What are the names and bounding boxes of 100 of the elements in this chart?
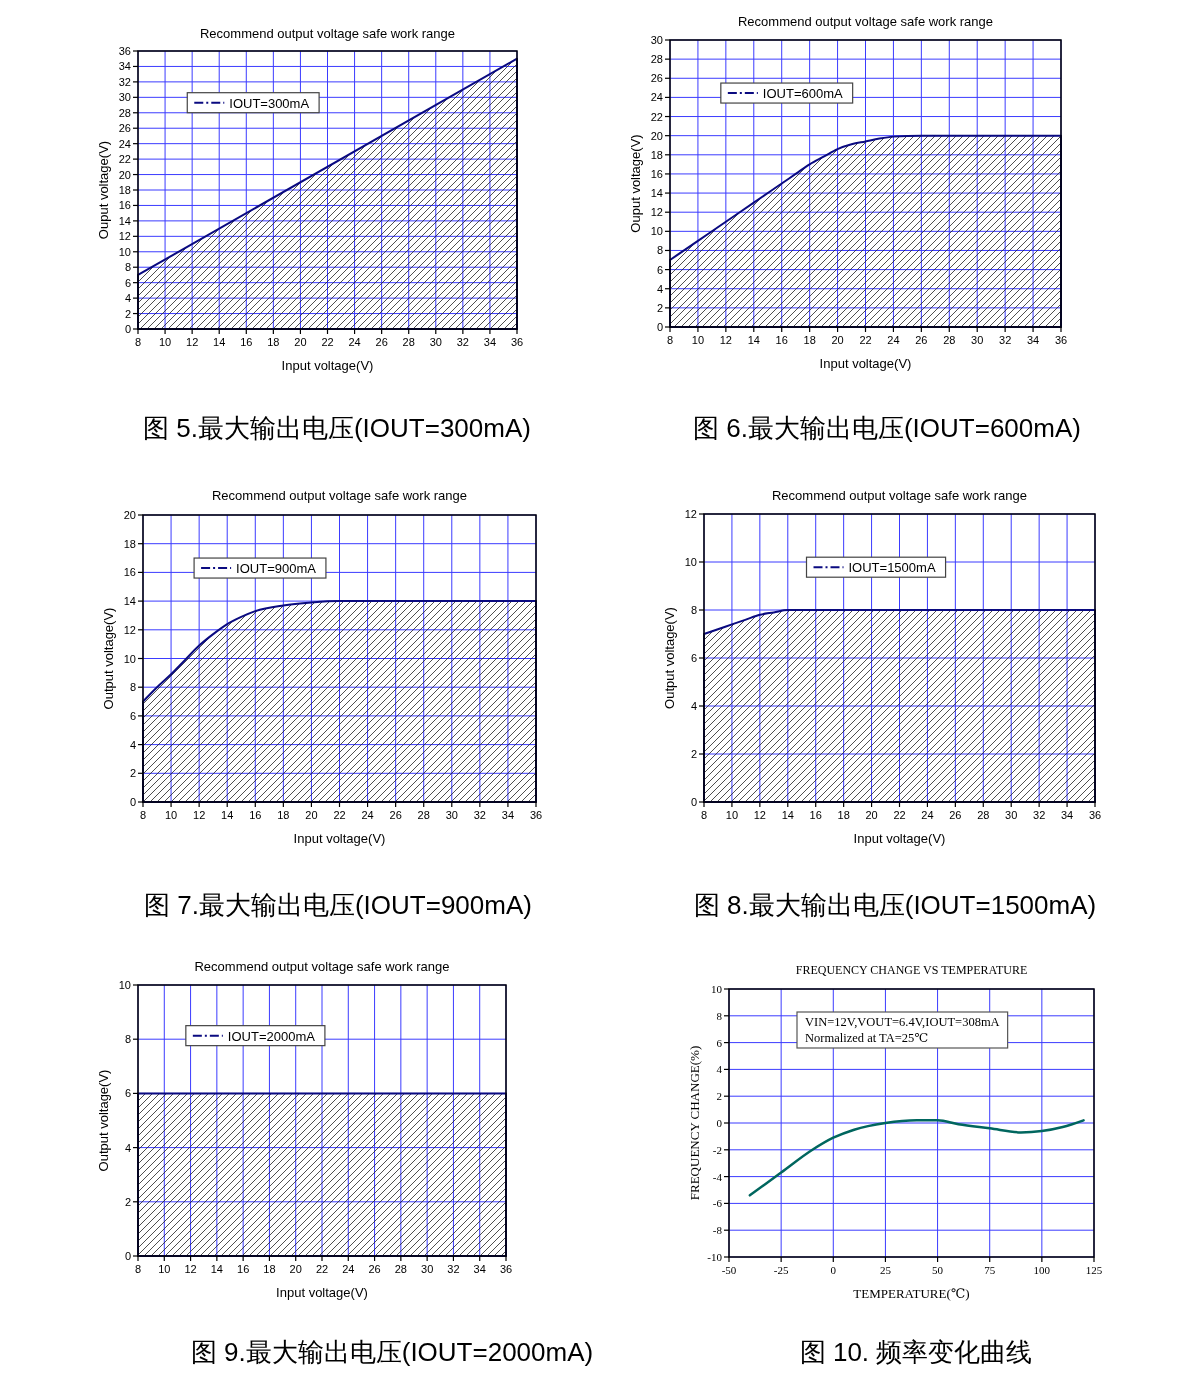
y-tick-label: 10 — [650, 225, 663, 238]
y-tick-label: 0 — [129, 796, 136, 808]
y-tick-label: 22 — [118, 153, 131, 166]
x-tick-label: 30 — [971, 334, 984, 346]
x-tick-label: 26 — [389, 809, 402, 821]
y-tick-label: 4 — [129, 738, 136, 751]
x-tick-label: 24 — [342, 1263, 355, 1275]
x-tick-label: 16 — [249, 809, 262, 821]
x-tick-label: 30 — [429, 336, 442, 348]
x-tick-label: 28 — [417, 809, 430, 821]
y-tick-label: 6 — [656, 263, 663, 276]
y-tick-label: 10 — [118, 245, 131, 258]
text: IOUT=600mA — [762, 85, 843, 101]
y-tick-label: 2 — [124, 307, 131, 320]
x-tick-label: 18 — [277, 809, 290, 821]
y-tick-label: 4 — [716, 1063, 723, 1076]
x-tick-label: 32 — [1033, 809, 1046, 821]
x-tick-label: 26 — [375, 336, 388, 348]
x-tick-label: 24 — [921, 809, 934, 821]
text: IOUT=900mA — [236, 560, 317, 576]
x-tick-label: 25 — [879, 1264, 892, 1276]
y-tick-label: 4 — [690, 700, 697, 712]
y-tick-label: 10 — [118, 979, 131, 991]
x-tick-label: 26 — [915, 334, 928, 346]
caption: 图 9.最大输出电压(IOUT=2000mA) — [190, 1337, 594, 1367]
y-tick-label: 2 — [129, 767, 136, 780]
x-tick-label: 28 — [394, 1263, 407, 1275]
x-tick-label: 14 — [747, 334, 760, 346]
x-axis-title: Input voltage(V) — [281, 357, 374, 373]
x-tick-label: 30 — [1005, 809, 1018, 821]
y-tick-label: 6 — [129, 709, 136, 722]
x-axis-title: TEMPERATURE(℃) — [853, 1285, 970, 1301]
annotation: VIN=12V,VOUT=6.4V,IOUT=308mA — [805, 1015, 1000, 1029]
x-tick-label: 12 — [184, 1263, 197, 1275]
x-tick-label: 12 — [186, 336, 199, 348]
y-tick-label: 6 — [690, 652, 697, 664]
y-tick-label: -2 — [712, 1143, 722, 1156]
x-tick-label: 26 — [368, 1263, 381, 1275]
y-tick-label: 2 — [716, 1090, 722, 1103]
y-tick-label: 28 — [118, 106, 131, 119]
x-tick-label: 24 — [887, 334, 900, 346]
y-tick-label: 30 — [650, 34, 663, 46]
x-tick-label: 100 — [1033, 1264, 1051, 1276]
y-tick-label: 2 — [124, 1195, 131, 1208]
y-tick-label: -10 — [707, 1251, 723, 1263]
x-tick-label: 18 — [803, 334, 816, 346]
text: IOUT=1500mA — [848, 559, 936, 575]
y-tick-label: 10 — [711, 983, 723, 995]
line-series — [748, 1119, 1085, 1197]
x-tick-label: 36 — [510, 336, 524, 348]
x-tick-label: 24 — [361, 809, 374, 821]
y-tick-label: 8 — [690, 604, 697, 616]
y-tick-label: 2 — [656, 301, 663, 314]
x-tick-label: 14 — [213, 336, 226, 348]
caption: 图 10. 频率变化曲线 — [799, 1337, 1033, 1367]
x-tick-label: 8 — [700, 809, 708, 821]
y-tick-label: 34 — [118, 60, 131, 73]
x-axis-title: Input voltage(V) — [293, 830, 386, 846]
x-tick-label: 22 — [859, 334, 872, 346]
y-tick-label: 8 — [716, 1009, 723, 1022]
y-tick-label: 18 — [123, 537, 136, 550]
x-tick-label: 8 — [666, 334, 674, 346]
x-tick-label: 14 — [210, 1263, 223, 1275]
annotation: Normalized at TA=25℃ — [805, 1031, 929, 1045]
x-axis-title: Input voltage(V) — [819, 355, 912, 371]
y-tick-label: 20 — [650, 129, 663, 142]
y-tick-label: 26 — [650, 72, 663, 85]
x-tick-label: 0 — [830, 1264, 837, 1276]
x-tick-label: 20 — [294, 336, 307, 348]
y-axis-title: Output voltage(V) — [95, 1069, 111, 1172]
caption: 图 7.最大输出电压(IOUT=900mA) — [144, 890, 532, 920]
y-tick-label: 8 — [124, 261, 131, 274]
y-tick-label: 8 — [124, 1033, 131, 1046]
y-tick-label: 0 — [124, 1250, 131, 1262]
x-tick-label: -50 — [721, 1264, 737, 1276]
y-tick-label: 0 — [124, 323, 131, 335]
y-tick-label: 12 — [118, 230, 131, 243]
y-tick-label: 6 — [716, 1036, 723, 1049]
x-tick-label: 36 — [499, 1263, 513, 1275]
y-tick-label: 30 — [118, 91, 131, 104]
x-tick-label: 34 — [1060, 809, 1074, 821]
x-tick-label: 28 — [402, 336, 415, 348]
caption: 图 6.最大输出电压(IOUT=600mA) — [693, 413, 1081, 443]
y-tick-label: 14 — [118, 214, 131, 227]
x-tick-label: 26 — [949, 809, 962, 821]
y-tick-label: 28 — [650, 53, 663, 66]
y-tick-label: 2 — [690, 748, 697, 760]
y-tick-label: -4 — [712, 1170, 723, 1183]
y-tick-label: 4 — [124, 292, 131, 305]
y-tick-label: 18 — [118, 184, 131, 196]
x-tick-label: 8 — [139, 809, 147, 821]
x-tick-label: 32 — [473, 809, 486, 821]
y-tick-label: 14 — [123, 595, 136, 608]
y-tick-label: -6 — [712, 1197, 723, 1210]
y-axis-title: Output voltage(V) — [661, 607, 677, 709]
y-tick-label: 12 — [684, 508, 697, 520]
y-axis-title: FREQUENCY CHANGE(%) — [686, 1045, 702, 1201]
y-tick-label: 10 — [684, 556, 697, 568]
y-tick-label: 20 — [118, 168, 131, 181]
x-tick-label: 20 — [305, 809, 318, 821]
